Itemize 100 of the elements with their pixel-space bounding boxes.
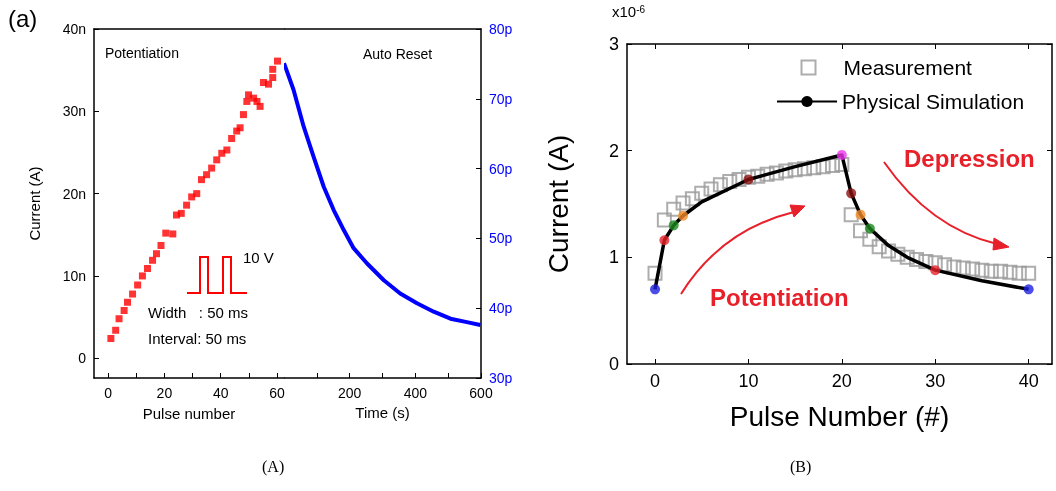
point [274,57,282,65]
point [120,307,128,314]
point [115,315,123,323]
x-tick-label: 400 [403,385,428,401]
point [177,209,185,217]
point [694,185,710,201]
point [269,74,277,82]
point [208,164,216,172]
point [256,102,264,110]
legend-label: Physical Simulation [842,90,1025,113]
x-tick-label: 600 [469,385,493,401]
text: (A) [262,457,285,476]
point [1002,264,1018,280]
point [703,181,719,197]
point [124,298,131,306]
x-axis-title: Time (s) [355,403,410,421]
annotation: Interval: 50 ms [148,330,247,347]
point [656,212,672,228]
point [993,263,1009,279]
point [927,255,943,271]
y-tick-label: 0 [78,350,87,367]
y2-tick-label: 40p [489,300,513,317]
y-tick-label: 3 [608,34,619,54]
point [796,161,812,177]
point [778,163,794,179]
point [1011,265,1027,281]
y2-tick-label: 60p [489,160,513,177]
point [675,195,691,211]
point [974,262,990,278]
point [1023,284,1034,295]
point [193,190,201,198]
annotation: Potentiation [710,283,849,311]
point [930,265,941,276]
x-tick-label: 10 [738,371,759,391]
x-tick-label: 30 [925,371,946,391]
point [265,80,273,88]
y-tick-label: 20n [62,185,86,202]
point [203,171,211,179]
point [871,239,887,255]
point [864,223,875,234]
point [834,157,850,173]
annotation: Depression [904,144,1035,172]
point [198,176,206,184]
y-axis-title: Current (A) [542,134,574,274]
annotation: Auto Reset [363,46,433,62]
point [228,134,236,142]
point [659,235,670,246]
point [731,171,747,187]
point [149,256,157,264]
point [678,210,689,221]
point [134,281,142,289]
annotation: Potentiation [105,45,179,61]
point [750,168,766,184]
y-tick-label: 40n [62,21,86,37]
point [846,188,857,199]
annotation: 10 V [243,249,274,266]
y-tick-label: 30n [62,103,86,120]
point [269,65,277,73]
point [768,165,784,181]
point [647,265,663,281]
point [881,243,897,259]
x-axis-title: Pulse Number (#) [729,400,950,432]
point [918,254,934,270]
point [129,290,137,298]
point [152,250,160,258]
point [806,160,822,176]
x-tick-label: 60 [269,385,285,401]
point [138,272,146,280]
point [740,169,756,185]
y2-tick-label: 70p [489,90,513,107]
x-tick-label: 0 [104,385,113,401]
y-tick-label: 2 [608,140,619,161]
point [243,97,251,105]
point [983,263,999,279]
point [162,229,170,237]
point [853,223,869,239]
point [213,156,221,164]
x-tick-label: 40 [212,385,229,401]
x-tick-label: 40 [1018,371,1039,391]
point [815,159,831,175]
point [824,158,840,174]
point [143,265,151,273]
point [890,246,906,262]
point [223,146,231,154]
point [965,261,981,277]
point [112,326,120,334]
legend-label: Measurement [843,56,973,79]
x-tick-label: 0 [650,371,661,391]
x-axis-title: Pulse number [142,405,236,422]
point [855,209,866,220]
y2-tick-label: 30p [489,370,513,386]
x-tick-label: 20 [831,371,852,391]
point [836,149,847,160]
point [909,251,925,267]
point [759,166,775,182]
x-tick-label: 200 [337,385,362,401]
text: (B) [790,457,812,476]
point [157,241,165,249]
y-tick-label: 1 [608,247,619,268]
y-tick-label: 10n [62,267,86,284]
